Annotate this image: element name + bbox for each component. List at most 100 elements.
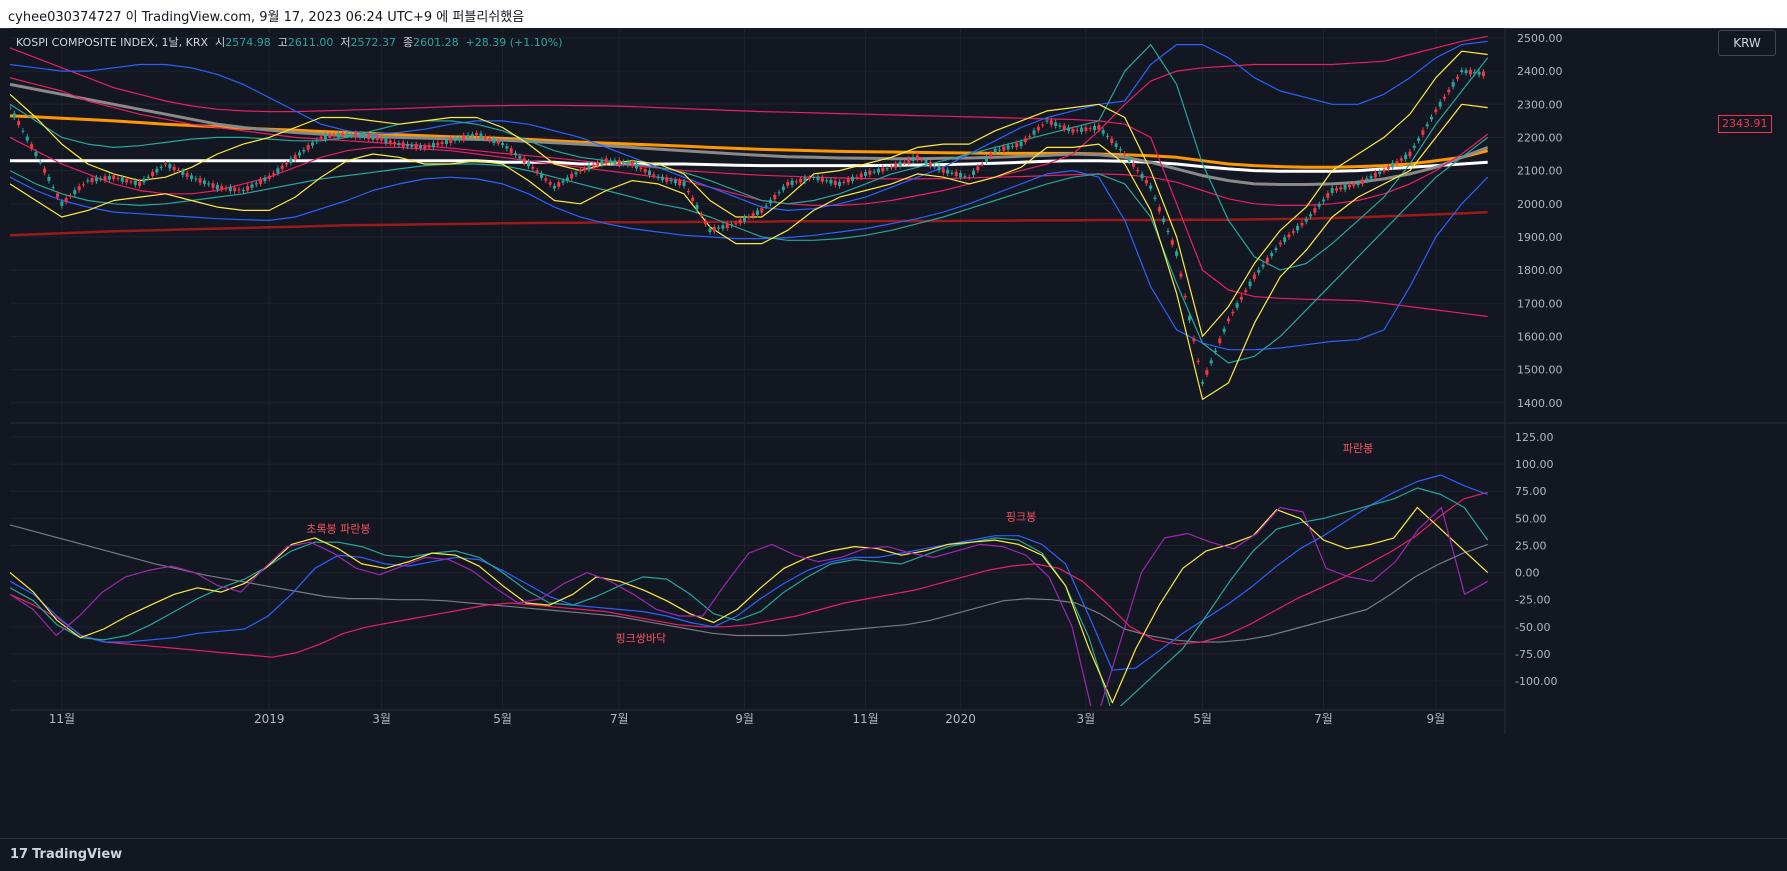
candle-body bbox=[1028, 136, 1032, 138]
candle-body bbox=[583, 167, 587, 171]
candle-body bbox=[686, 191, 690, 193]
price-overlay-line bbox=[10, 103, 1488, 400]
candle-body bbox=[1226, 318, 1230, 322]
candle-body bbox=[807, 177, 811, 179]
price-overlay-line bbox=[10, 210, 1488, 237]
candle-body bbox=[1334, 188, 1338, 191]
candle-body bbox=[466, 135, 470, 138]
candle-body bbox=[1157, 207, 1161, 212]
candle-body bbox=[1196, 360, 1200, 362]
candle-body bbox=[1291, 231, 1295, 233]
price-tick-label: 2000.00 bbox=[1517, 198, 1563, 211]
candle-body bbox=[388, 140, 392, 144]
candle-body bbox=[587, 164, 591, 170]
indicator-tick-label: -75.00 bbox=[1515, 648, 1550, 661]
candle-body bbox=[1386, 166, 1390, 170]
candle-body bbox=[505, 146, 509, 149]
candle-body bbox=[738, 219, 742, 224]
candle-body bbox=[1041, 124, 1045, 126]
candle-body bbox=[440, 141, 444, 145]
candle-body bbox=[1322, 199, 1326, 202]
candle-body bbox=[358, 134, 362, 138]
candle-body bbox=[855, 177, 859, 179]
candle-body bbox=[1218, 338, 1222, 344]
candle-body bbox=[743, 217, 747, 222]
candle-body bbox=[86, 180, 90, 182]
candle-body bbox=[345, 132, 349, 136]
x-tick-label: 5월 bbox=[1193, 712, 1212, 726]
candle-body bbox=[695, 204, 699, 210]
candle-body bbox=[885, 168, 889, 170]
x-tick-label: 2020 bbox=[945, 712, 976, 726]
indicator-tick-label: 100.00 bbox=[1515, 458, 1554, 471]
x-tick-label: 2019 bbox=[254, 712, 285, 726]
candle-body bbox=[1447, 89, 1451, 93]
x-tick-label: 5월 bbox=[493, 712, 512, 726]
price-overlay-line bbox=[10, 40, 1488, 211]
candle-body bbox=[565, 177, 569, 181]
candle-body bbox=[604, 158, 608, 163]
indicator-annotation: 핑크쌍바닥 bbox=[616, 632, 667, 645]
candle-body bbox=[734, 223, 738, 225]
candle-body bbox=[30, 144, 34, 149]
candle-body bbox=[164, 163, 168, 165]
candle-body bbox=[786, 182, 790, 186]
candle-body bbox=[682, 181, 686, 187]
price-overlay-line bbox=[10, 44, 1489, 271]
candle-body bbox=[233, 187, 237, 192]
indicator-tick-label: 75.00 bbox=[1515, 485, 1547, 498]
indicator-line bbox=[10, 491, 1488, 658]
candle-body bbox=[1209, 360, 1213, 364]
legend-low-label: 저 bbox=[340, 36, 351, 49]
candle-body bbox=[1421, 130, 1425, 135]
candle-body bbox=[730, 224, 734, 226]
candle-body bbox=[393, 142, 397, 144]
publish-header: cyhee030374727 이 TradingView.com, 9월 17,… bbox=[0, 0, 1787, 29]
candle-body bbox=[829, 179, 833, 184]
candle-body bbox=[1205, 370, 1209, 375]
indicator-line bbox=[10, 487, 1489, 706]
tradingview-logo[interactable]: 17 TradingView bbox=[10, 847, 122, 862]
candle-body bbox=[851, 176, 855, 182]
candle-body bbox=[1434, 109, 1438, 113]
candle-body bbox=[535, 170, 539, 174]
candle-body bbox=[319, 136, 323, 139]
indicator-line bbox=[10, 524, 1488, 643]
candle-body bbox=[1222, 328, 1226, 332]
candle-body bbox=[354, 132, 358, 138]
candle-body bbox=[691, 197, 695, 201]
candle-body bbox=[842, 182, 846, 184]
candle-body bbox=[99, 178, 103, 180]
candle-body bbox=[172, 166, 176, 171]
candle-body bbox=[647, 170, 651, 176]
candle-body bbox=[635, 163, 639, 169]
price-overlay-line bbox=[10, 47, 1488, 318]
indicator-tick-label: 0.00 bbox=[1515, 567, 1540, 580]
indicator-annotation: 핑크봉 bbox=[1006, 511, 1036, 524]
candle-body bbox=[215, 184, 219, 190]
candle-body bbox=[1192, 338, 1196, 342]
candle-body bbox=[1404, 154, 1408, 160]
currency-button[interactable]: KRW bbox=[1718, 30, 1776, 56]
candle-body bbox=[1080, 127, 1084, 132]
candle-body bbox=[138, 181, 142, 187]
candle-body bbox=[1071, 129, 1075, 133]
candle-body bbox=[414, 143, 418, 149]
candle-body bbox=[64, 197, 68, 202]
candle-body bbox=[310, 142, 314, 146]
candle-body bbox=[898, 161, 902, 167]
candle-body bbox=[457, 137, 461, 140]
candle-body bbox=[81, 184, 85, 186]
price-tick-label: 2200.00 bbox=[1517, 131, 1563, 144]
candle-body bbox=[1058, 125, 1062, 127]
indicator-tick-label: 50.00 bbox=[1515, 512, 1547, 525]
candle-body bbox=[630, 162, 634, 166]
candle-body bbox=[1019, 141, 1023, 147]
candle-body bbox=[1244, 290, 1248, 292]
candle-body bbox=[799, 178, 803, 183]
chart-area[interactable]: 11월 2019 3월 5월 7월 9월 11월 2020 3월 5월 7월 9월 2500.00 240… bbox=[0, 28, 1787, 838]
candle-body bbox=[177, 170, 181, 172]
candle-body bbox=[1296, 225, 1300, 231]
candle-body bbox=[764, 205, 768, 207]
candle-body bbox=[462, 135, 466, 140]
